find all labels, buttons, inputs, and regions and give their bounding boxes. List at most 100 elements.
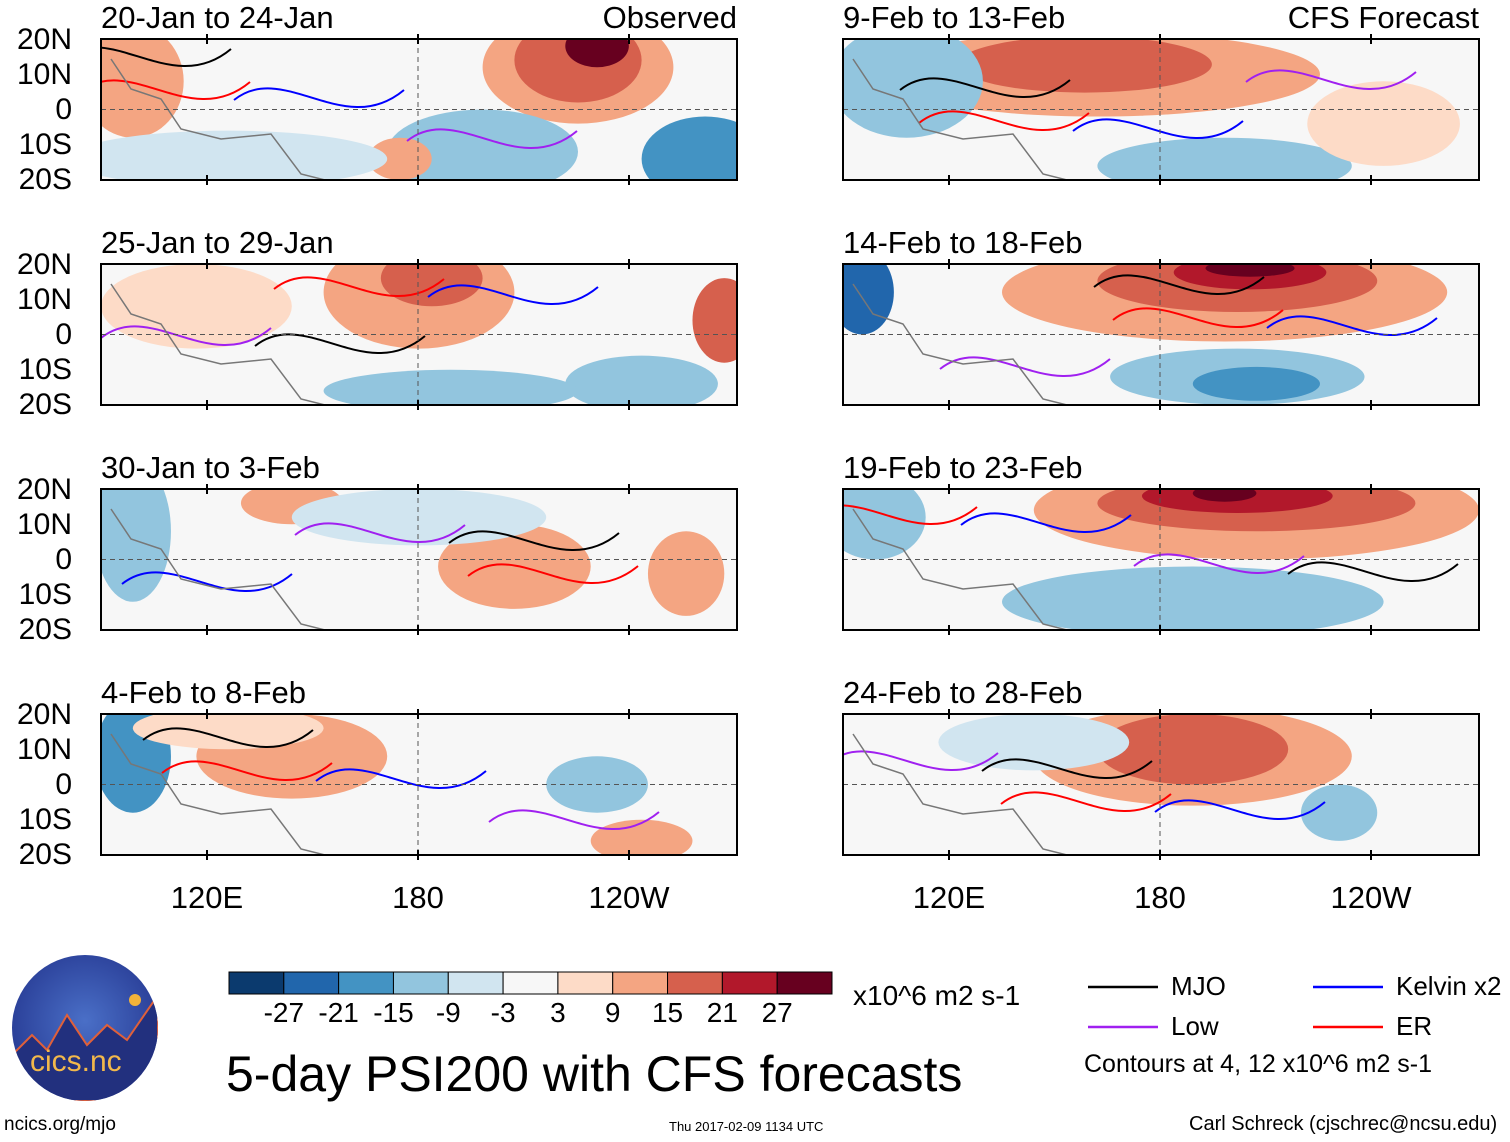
contour-line — [1072, 118, 1244, 140]
colorbar-swatch — [283, 971, 340, 995]
psi-anomaly-region — [368, 137, 432, 180]
panel-title: 4-Feb to 8-Feb — [101, 675, 307, 710]
colorbar-tick-label: -15 — [373, 997, 414, 1028]
contour-line — [101, 79, 251, 101]
lon-tick-label: 120W — [1330, 880, 1412, 915]
contour-line — [960, 512, 1132, 534]
lon-tick-label: 120W — [588, 880, 670, 915]
logo-text: cics.nc — [30, 1045, 122, 1078]
contour-line — [1154, 799, 1326, 821]
panel-title: 30-Jan to 3-Feb — [101, 450, 320, 485]
lat-tick-label: 10S — [18, 803, 72, 836]
map-panel — [100, 34, 738, 185]
contour-line — [161, 760, 333, 782]
psi-anomaly-region — [101, 39, 184, 138]
psi-anomaly-region — [647, 531, 725, 616]
contour-line — [1000, 791, 1172, 813]
colorbar-swatch — [228, 971, 285, 995]
contour-line — [939, 356, 1111, 378]
map-panel — [842, 709, 1480, 860]
contour-line — [406, 128, 578, 150]
coastline — [852, 508, 1071, 630]
map-panel — [842, 484, 1480, 635]
panel-title: 25-Jan to 29-Jan — [101, 225, 334, 260]
coastline — [110, 508, 329, 630]
legend-label: Kelvin x2 — [1396, 971, 1502, 1001]
contour-line — [843, 504, 978, 526]
coastline — [110, 733, 329, 855]
lat-tick-label: 0 — [55, 543, 72, 576]
colorbar-tick-label: -3 — [490, 997, 516, 1028]
lat-tick-label: 10N — [16, 508, 72, 541]
lat-tick-label: 0 — [55, 768, 72, 801]
panel-tag: Observed — [602, 0, 737, 35]
psi-anomaly-region — [1192, 366, 1320, 401]
psi-anomaly-region — [565, 355, 718, 405]
contour-line — [448, 530, 620, 552]
contour-line — [1093, 274, 1265, 296]
panel-title: 20-Jan to 24-Jan — [101, 0, 334, 35]
psi-anomaly-region — [387, 109, 578, 180]
panel-title: 14-Feb to 18-Feb — [843, 225, 1083, 260]
lat-tick-label: 20S — [18, 388, 72, 421]
colorbar-tick-label: -9 — [435, 997, 461, 1028]
contour-line — [918, 110, 1090, 132]
psi-anomaly-region — [132, 714, 324, 750]
psi-anomaly-region — [323, 369, 578, 405]
contour-line — [121, 571, 293, 593]
psi-anomaly-region — [843, 264, 894, 335]
psi-anomaly-region — [1307, 81, 1460, 166]
map-panel — [842, 34, 1480, 185]
lat-tick-label: 20N — [16, 23, 72, 56]
cics-logo: cics.nc — [12, 955, 158, 1101]
coastline — [110, 283, 329, 405]
lat-tick-label: 20N — [16, 698, 72, 731]
psi-anomaly-region — [692, 278, 737, 363]
contour-line — [294, 522, 466, 544]
contour-line — [488, 809, 660, 831]
panel-title: 24-Feb to 28-Feb — [843, 675, 1083, 710]
contour-line — [899, 77, 1071, 99]
footer-url: ncics.org/mjo — [4, 1114, 116, 1135]
psi-anomaly-region — [957, 39, 1212, 93]
lat-tick-label: 10S — [18, 128, 72, 161]
contour-line — [254, 333, 426, 355]
panel-title: 9-Feb to 13-Feb — [843, 0, 1066, 35]
contour-line — [101, 325, 272, 347]
contour-line — [1266, 315, 1438, 337]
contour-line — [1133, 553, 1305, 575]
contour-line — [1287, 561, 1459, 583]
map-panel — [100, 259, 738, 410]
lat-tick-label: 10N — [16, 58, 72, 91]
map-panel — [100, 484, 738, 635]
psi-anomaly-region — [641, 116, 737, 180]
legend-label: MJO — [1171, 971, 1226, 1001]
psi-anomaly-region — [101, 130, 388, 180]
map-panel — [100, 709, 738, 860]
psi-anomaly-region — [843, 39, 983, 138]
psi-anomaly-region — [1300, 784, 1378, 841]
lat-tick-label: 10N — [16, 733, 72, 766]
coastline — [852, 58, 1071, 180]
coastline — [852, 283, 1071, 405]
lat-tick-label: 20S — [18, 163, 72, 196]
colorbar-tick-label: -27 — [263, 997, 305, 1028]
psi-anomaly-region — [291, 489, 547, 546]
contour-line — [1245, 69, 1417, 91]
colorbar-swatch — [557, 971, 614, 995]
contour-line — [273, 276, 445, 298]
lon-tick-label: 120E — [170, 880, 244, 915]
colorbar-tick-label: 3 — [550, 997, 566, 1028]
contour-line — [981, 758, 1153, 780]
colorbar-swatch — [392, 971, 449, 995]
lon-tick-label: 180 — [392, 880, 444, 915]
psi-anomaly-region — [843, 489, 926, 560]
colorbar-swatch — [612, 971, 669, 995]
psi-anomaly-region — [101, 264, 292, 349]
lat-tick-label: 20S — [18, 613, 72, 646]
colorbar-tick-label: 27 — [761, 997, 793, 1028]
psi-anomaly-region — [1192, 489, 1257, 502]
lat-tick-label: 20S — [18, 838, 72, 871]
